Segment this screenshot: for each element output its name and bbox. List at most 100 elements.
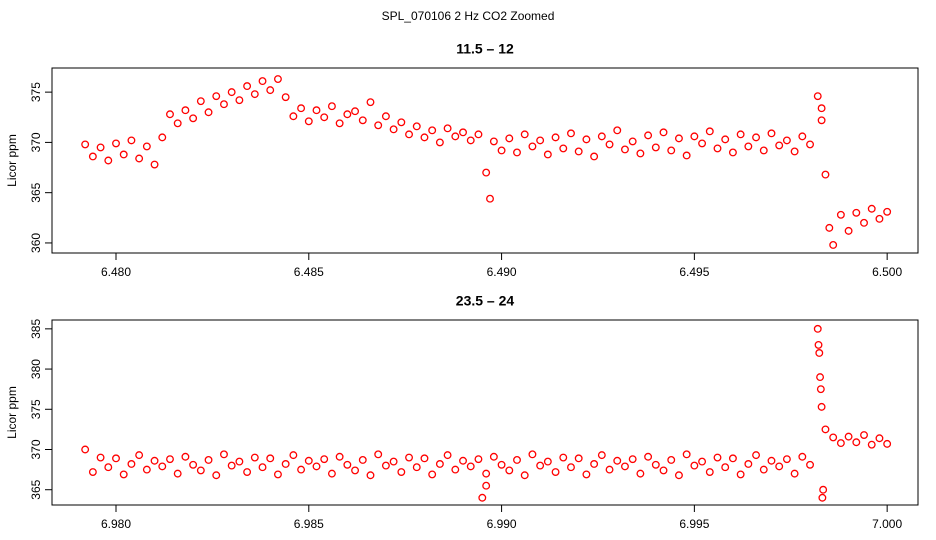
data-point xyxy=(96,143,105,152)
data-point xyxy=(466,462,475,471)
data-point xyxy=(235,457,244,466)
y-tick-label: 375 xyxy=(29,82,43,102)
data-point xyxy=(767,129,776,138)
data-point xyxy=(96,453,105,462)
data-point xyxy=(235,96,244,105)
data-point xyxy=(189,114,198,123)
data-point xyxy=(482,481,491,490)
data-point xyxy=(667,146,676,155)
data-point xyxy=(817,402,826,411)
x-tick-label: 6.495 xyxy=(679,265,709,279)
data-point xyxy=(590,460,599,468)
data-point xyxy=(486,194,494,203)
data-point xyxy=(883,207,892,216)
data-point xyxy=(443,451,452,460)
data-point xyxy=(366,471,375,480)
data-point xyxy=(728,148,737,157)
data-point xyxy=(81,445,90,454)
data-point xyxy=(335,452,344,461)
data-point xyxy=(266,454,275,463)
data-point xyxy=(127,460,136,468)
data-point xyxy=(674,471,683,480)
data-point xyxy=(443,124,452,133)
data-point xyxy=(728,454,737,463)
data-point xyxy=(636,149,645,158)
data-point xyxy=(659,466,668,475)
data-point xyxy=(243,82,252,91)
data-point xyxy=(844,226,853,235)
y-axis-title: Licor ppm xyxy=(5,386,19,439)
data-point xyxy=(536,136,545,145)
data-point xyxy=(744,142,753,151)
data-point xyxy=(327,102,336,111)
data-point xyxy=(150,456,159,465)
x-tick-label: 6.985 xyxy=(294,517,324,531)
data-point xyxy=(636,469,645,478)
data-point xyxy=(806,140,814,149)
data-point xyxy=(713,144,722,153)
y-tick-label: 375 xyxy=(29,399,43,419)
data-point xyxy=(320,455,329,464)
data-point xyxy=(320,113,329,122)
x-tick-label: 6.995 xyxy=(679,517,709,531)
data-point xyxy=(582,135,591,144)
data-point xyxy=(258,463,267,472)
data-point xyxy=(528,142,537,151)
data-point xyxy=(782,455,791,464)
data-point xyxy=(312,106,321,115)
data-point xyxy=(119,470,128,479)
data-point xyxy=(204,108,213,117)
data-point xyxy=(482,469,491,478)
data-point xyxy=(644,452,653,461)
data-point xyxy=(112,454,120,463)
data-point xyxy=(381,112,390,121)
data-point xyxy=(628,137,637,146)
y-tick-label: 360 xyxy=(29,233,43,253)
data-point xyxy=(815,349,824,357)
x-tick-label: 6.490 xyxy=(487,265,517,279)
data-point xyxy=(435,460,444,468)
data-point xyxy=(836,210,845,219)
data-point xyxy=(883,439,892,448)
y-tick-label: 370 xyxy=(29,132,43,152)
data-point xyxy=(227,88,236,97)
data-point xyxy=(459,128,467,137)
data-point xyxy=(451,465,460,474)
data-point xyxy=(88,468,97,476)
data-point xyxy=(366,98,375,107)
panel-title: 11.5 – 12 xyxy=(456,41,514,57)
data-point xyxy=(474,455,483,464)
data-point xyxy=(813,324,822,333)
x-tick-label: 6.480 xyxy=(101,265,131,279)
data-point xyxy=(806,460,814,469)
data-point xyxy=(698,457,707,466)
data-point xyxy=(551,133,560,142)
data-point xyxy=(667,456,676,464)
data-point xyxy=(798,452,807,461)
data-point xyxy=(351,107,360,116)
data-point xyxy=(605,140,614,149)
data-point xyxy=(335,119,344,128)
data-point xyxy=(127,136,136,145)
x-tick-label: 6.500 xyxy=(872,265,902,279)
data-point xyxy=(358,456,367,464)
data-point xyxy=(273,75,282,84)
data-point xyxy=(189,460,198,469)
data-point xyxy=(817,116,826,125)
data-point xyxy=(212,92,221,101)
data-point xyxy=(405,453,413,462)
data-point xyxy=(412,463,421,472)
data-point xyxy=(412,122,421,131)
data-point xyxy=(227,461,236,470)
data-point xyxy=(816,385,825,394)
data-point xyxy=(674,134,683,143)
data-point xyxy=(659,128,668,137)
data-point xyxy=(574,454,583,463)
data-point xyxy=(304,456,313,465)
y-tick-label: 365 xyxy=(29,479,43,499)
data-point xyxy=(813,92,822,101)
data-point xyxy=(759,146,768,155)
data-point xyxy=(860,218,868,227)
data-point xyxy=(543,457,552,466)
data-point xyxy=(821,425,830,434)
